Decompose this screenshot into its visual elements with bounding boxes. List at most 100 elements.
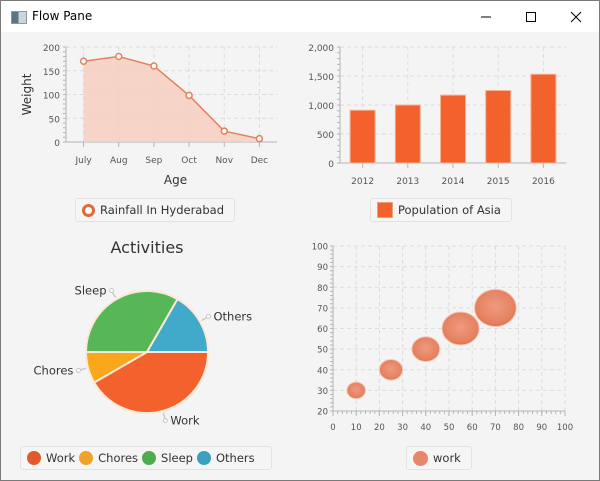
minimize-icon xyxy=(481,16,491,18)
x-tick-label: Aug xyxy=(110,156,128,166)
legend-item-rainfall: Rainfall In Hyderabad xyxy=(82,203,224,217)
x-tick-label: 80 xyxy=(513,423,524,433)
y-tick-label: 50 xyxy=(49,115,61,125)
bar-chart-legend: Population of Asia xyxy=(370,198,512,222)
x-tick-label: 20 xyxy=(374,423,385,433)
y-tick-label: 1,500 xyxy=(308,73,334,83)
legend-label: Chores xyxy=(98,451,139,465)
bar xyxy=(485,90,512,164)
legend-item-others: Others xyxy=(196,451,255,465)
bar xyxy=(349,109,376,164)
x-tick-label: 90 xyxy=(536,423,547,433)
x-tick-label: 100 xyxy=(557,423,573,433)
legend-symbol-chores xyxy=(79,451,94,465)
x-axis-title: Age xyxy=(164,173,187,187)
y-tick-label: 2,000 xyxy=(308,44,334,54)
y-tick-label: 70 xyxy=(317,304,328,314)
bubble xyxy=(346,381,366,400)
bar xyxy=(394,104,421,164)
pie-label: Work xyxy=(170,414,199,428)
bar xyxy=(530,73,557,164)
bar xyxy=(440,94,466,164)
pie-label: Chores xyxy=(34,363,74,377)
y-tick-label: 20 xyxy=(317,408,328,418)
y-tick-label: 90 xyxy=(317,263,328,273)
x-tick-label: 30 xyxy=(397,423,408,433)
data-point xyxy=(255,134,264,143)
y-tick-label: 60 xyxy=(317,325,328,335)
legend-item-work: Work xyxy=(27,451,75,465)
legend-item-chores: Chores xyxy=(79,451,138,465)
x-tick-label: 2013 xyxy=(396,177,419,187)
bubble-chart: 20 30 40 50 60 70 80 90 100 0 10 20 30 40 50 60 70 80 90 10… xyxy=(312,243,573,434)
close-button[interactable] xyxy=(553,1,598,32)
bubble xyxy=(411,336,441,362)
window-title: Flow Pane xyxy=(32,9,93,23)
legend-symbol-bubble xyxy=(413,450,428,466)
legend-symbol-others xyxy=(196,451,211,465)
x-tick-label: Oct xyxy=(181,156,197,166)
x-tick-label: Dec xyxy=(251,156,268,166)
x-tick-label: 40 xyxy=(420,423,431,433)
x-tick-label: Nov xyxy=(215,156,233,166)
y-tick-label: 0 xyxy=(328,160,334,170)
y-tick-label: 80 xyxy=(317,284,328,294)
bubble xyxy=(378,358,404,381)
close-icon xyxy=(570,11,582,23)
y-axis-title: Weight xyxy=(20,73,34,115)
x-tick-label: Sep xyxy=(145,156,162,166)
x-tick-label: 60 xyxy=(467,423,478,433)
y-tick-label: 100 xyxy=(312,243,328,253)
x-tick-label: July xyxy=(74,156,92,166)
legend-label: work xyxy=(433,451,461,465)
data-point xyxy=(220,127,228,135)
legend-symbol-work xyxy=(27,451,41,465)
legend-label: Others xyxy=(215,451,255,465)
legend-symbol-sleep xyxy=(142,451,157,465)
x-tick-label: 2012 xyxy=(351,177,374,187)
pie-label-dot xyxy=(162,418,168,424)
x-tick-label: 2016 xyxy=(532,177,555,187)
pie-chart-legend: Work Chores Sleep Others xyxy=(20,446,272,470)
legend-item-population: Population of Asia xyxy=(377,202,501,218)
area-chart-legend: Rainfall In Hyderabad xyxy=(75,198,235,222)
y-tick-label: 100 xyxy=(43,92,60,102)
bar-chart: 0 500 1,000 1,500 2,000 2012 2013 2014 2015 2016 xyxy=(308,44,566,187)
legend-item-sleep: Sleep xyxy=(142,451,193,465)
data-point xyxy=(185,91,193,100)
bubble xyxy=(441,311,480,346)
pie-label: Others xyxy=(213,310,252,324)
x-tick-label: 0 xyxy=(330,423,335,433)
legend-symbol-rainfall xyxy=(82,203,95,217)
app-icon xyxy=(11,11,27,24)
minimize-button[interactable] xyxy=(463,1,508,32)
bubble xyxy=(474,288,517,327)
data-point xyxy=(115,52,123,61)
legend-symbol-population xyxy=(377,202,393,218)
data-point xyxy=(150,62,158,70)
maximize-icon xyxy=(526,12,536,22)
area-line xyxy=(83,55,260,140)
maximize-button[interactable] xyxy=(508,1,553,32)
y-tick-label: 50 xyxy=(317,346,328,356)
y-tick-label: 0 xyxy=(54,139,60,149)
y-tick-label: 40 xyxy=(317,366,328,376)
legend-item-work-bubble: work xyxy=(413,450,461,466)
y-tick-label: 150 xyxy=(43,68,60,78)
pie-slice-others xyxy=(145,297,210,353)
bubble-chart-legend: work xyxy=(406,446,472,470)
pie-chart-title: Activities xyxy=(111,238,184,257)
title-bar: Flow Pane xyxy=(1,1,599,32)
y-tick-label: 500 xyxy=(317,131,334,141)
legend-label: Population of Asia xyxy=(398,203,501,217)
area-chart: 0 50 100 150 200 July Aug Sep Oct Nov Dec Age Weight xyxy=(20,44,277,187)
x-tick-label: 70 xyxy=(490,423,501,433)
x-tick-label: 10 xyxy=(351,423,362,433)
x-tick-label: 50 xyxy=(444,423,455,433)
legend-label: Work xyxy=(46,451,76,465)
x-tick-label: 2014 xyxy=(442,177,465,187)
y-tick-label: 30 xyxy=(317,387,328,397)
x-tick-label: 2015 xyxy=(487,177,510,187)
pie-label-dot xyxy=(75,367,81,373)
